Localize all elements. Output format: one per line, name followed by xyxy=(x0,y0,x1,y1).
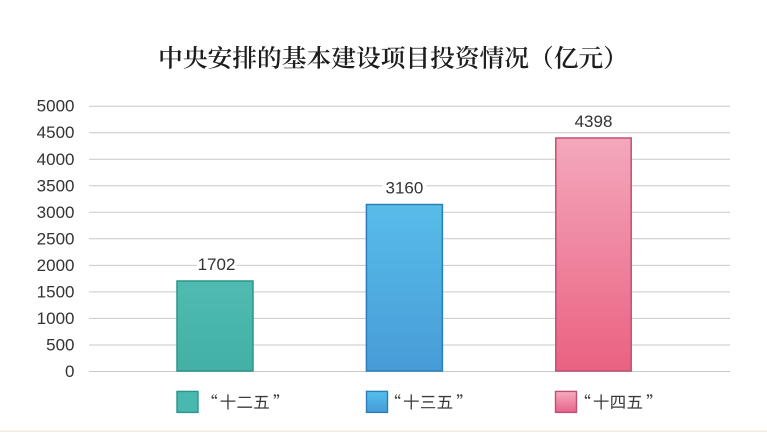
svg-text:2500: 2500 xyxy=(37,229,75,248)
svg-text:5000: 5000 xyxy=(37,97,75,116)
svg-text:4398: 4398 xyxy=(575,112,613,131)
svg-text:3000: 3000 xyxy=(37,203,75,222)
svg-text:0: 0 xyxy=(65,362,74,381)
svg-text:1500: 1500 xyxy=(37,282,75,301)
svg-text:500: 500 xyxy=(46,336,74,355)
svg-text:4500: 4500 xyxy=(37,123,75,142)
svg-text:4000: 4000 xyxy=(37,150,75,169)
svg-text:1000: 1000 xyxy=(37,309,75,328)
svg-text:2000: 2000 xyxy=(37,256,75,275)
svg-text:3500: 3500 xyxy=(37,176,75,195)
svg-text:1702: 1702 xyxy=(198,255,236,274)
svg-text:3160: 3160 xyxy=(385,178,423,197)
